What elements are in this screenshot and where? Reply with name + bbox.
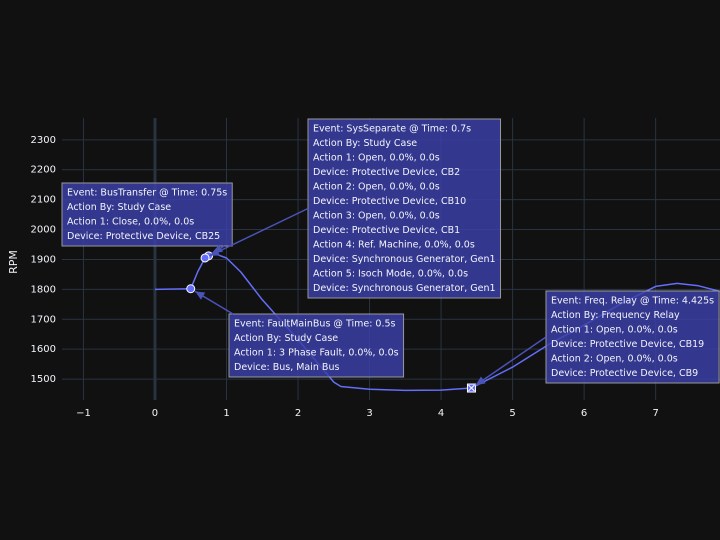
annotation-text: Event: Freq. Relay @ Time: 4.425s bbox=[551, 296, 714, 307]
annotation-text: Action 1: Close, 0.0%, 0.0s bbox=[67, 217, 194, 228]
annotation-text: Action By: Study Case bbox=[67, 202, 171, 213]
annotation-text: Device: Protective Device, CB25 bbox=[67, 231, 220, 242]
annotation: Event: SysSeparate @ Time: 0.7s Action By… bbox=[307, 118, 502, 299]
annotation-text: Action 1: Open, 0.0%, 0.0s bbox=[313, 153, 440, 164]
y-tick-label: 2000 bbox=[31, 225, 56, 236]
y-tick-label: 1800 bbox=[31, 284, 56, 295]
annotation-text: Device: Protective Device, CB9 bbox=[551, 368, 698, 379]
annotation-text: Device: Protective Device, CB1 bbox=[313, 225, 460, 236]
x-tick-label: 6 bbox=[581, 408, 587, 419]
annotation-text: Action 2: Open, 0.0%, 0.0s bbox=[551, 354, 678, 365]
annotation-text: Action 1: 3 Phase Fault, 0.0%, 0.0s bbox=[234, 348, 399, 359]
x-tick-label: 7 bbox=[652, 408, 658, 419]
x-tick-label: 4 bbox=[438, 408, 444, 419]
annotation-text: Device: Protective Device, CB19 bbox=[551, 339, 704, 350]
annotation-text: Device: Protective Device, CB10 bbox=[313, 196, 466, 207]
x-tick-label: 1 bbox=[223, 408, 229, 419]
annotation-text: Action 1: Open, 0.0%, 0.0s bbox=[551, 325, 678, 336]
x-tick-label: 5 bbox=[509, 408, 515, 419]
y-tick-label: 1700 bbox=[31, 314, 56, 325]
x-tick-label: 3 bbox=[366, 408, 372, 419]
annotation-text: Action 3: Open, 0.0%, 0.0s bbox=[313, 211, 440, 222]
annotation-arrow bbox=[475, 336, 547, 386]
y-tick-label: 1500 bbox=[31, 374, 56, 385]
annotation-arrow bbox=[194, 290, 234, 315]
annotation-box bbox=[61, 182, 233, 247]
y-tick-label: 2200 bbox=[31, 165, 56, 176]
annotation-text: Device: Bus, Main Bus bbox=[234, 362, 339, 373]
annotation-box bbox=[545, 290, 720, 384]
annotation-text: Event: FaultMainBus @ Time: 0.5s bbox=[234, 319, 396, 330]
annotation: Event: Freq. Relay @ Time: 4.425s Action … bbox=[545, 290, 720, 384]
event-marker bbox=[186, 284, 196, 294]
y-tick-label: 2100 bbox=[31, 195, 56, 206]
annotation-text: Device: Synchronous Generator, Gen1 bbox=[313, 283, 496, 294]
annotation: Event: FaultMainBus @ Time: 0.5s Action B… bbox=[228, 313, 405, 378]
y-tick-label: 2300 bbox=[31, 135, 56, 146]
annotation: Event: BusTransfer @ Time: 0.75s Action B… bbox=[61, 182, 233, 247]
annotation-text: Event: SysSeparate @ Time: 0.7s bbox=[313, 124, 471, 135]
annotation-text: Action By: Frequency Relay bbox=[551, 310, 680, 321]
annotation-text: Action 5: Isoch Mode, 0.0%, 0.0s bbox=[313, 269, 468, 280]
annotation-text: Action By: Study Case bbox=[234, 333, 338, 344]
y-tick-label: 1900 bbox=[31, 254, 56, 265]
annotation-box bbox=[307, 118, 502, 299]
x-tick-label: 2 bbox=[295, 408, 301, 419]
y-tick-label: 1600 bbox=[31, 344, 56, 355]
annotation-box bbox=[228, 313, 405, 378]
annotation-text: Action 4: Ref. Machine, 0.0%, 0.0s bbox=[313, 240, 475, 251]
event-marker bbox=[200, 253, 210, 263]
x-tick-label: −1 bbox=[76, 408, 91, 419]
annotation-text: Event: BusTransfer @ Time: 0.75s bbox=[67, 188, 227, 199]
annotation-text: Device: Protective Device, CB2 bbox=[313, 167, 460, 178]
y-axis-label: RPM bbox=[7, 250, 20, 274]
event-marker-x bbox=[468, 384, 475, 392]
annotation-text: Device: Synchronous Generator, Gen1 bbox=[313, 254, 496, 265]
annotation-arrow bbox=[209, 207, 309, 257]
annotation-text: Action 2: Open, 0.0%, 0.0s bbox=[313, 182, 440, 193]
annotation-text: Action By: Study Case bbox=[313, 138, 417, 149]
x-tick-label: 0 bbox=[152, 408, 158, 419]
